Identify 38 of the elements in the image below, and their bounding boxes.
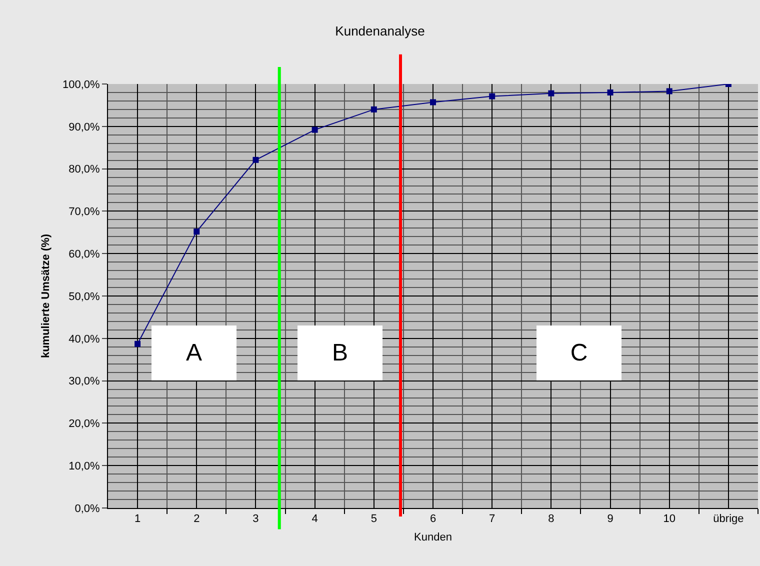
y-tick-label: 100,0%: [62, 78, 100, 91]
point: [666, 88, 672, 94]
point: [370, 106, 377, 112]
point: [194, 228, 200, 235]
x-tick-label: 8: [548, 513, 554, 526]
x-tick-label: 9: [607, 513, 614, 526]
y-tick-label: 30,0%: [68, 376, 100, 388]
y-axis-title: kumulierte Umsätze (%): [40, 234, 52, 358]
annotation: B: [332, 340, 348, 366]
x-tick-label: 7: [489, 513, 496, 526]
point: [489, 93, 496, 100]
y-tick-label: 20,0%: [68, 418, 100, 430]
y-tick-label: 0,0%: [74, 502, 100, 515]
point: [607, 89, 614, 96]
annotation: C: [570, 340, 588, 366]
y-tick-label: 90,0%: [68, 121, 100, 134]
x-axis-title: Kunden: [414, 531, 452, 544]
point: [312, 126, 318, 133]
y-tick-label: 70,0%: [68, 206, 100, 218]
x-tick-label: 2: [194, 513, 200, 526]
y-tick-label: 60,0%: [68, 248, 100, 260]
chart-title: Kundenanalyse: [335, 24, 425, 39]
x-tick-label: 1: [134, 513, 141, 526]
y-tick-label: 80,0%: [68, 164, 100, 176]
point: [548, 90, 554, 96]
x-tick-label: übrige: [713, 513, 744, 526]
x-tick-label: 10: [663, 513, 676, 526]
x-tick-label: 5: [370, 513, 377, 526]
y-tick-label: 40,0%: [68, 333, 100, 346]
annotation: A: [186, 340, 202, 366]
x-tick-label: 3: [252, 513, 259, 526]
x-tick-label: 4: [312, 513, 318, 526]
y-tick-label: 10,0%: [68, 460, 100, 472]
y-tick-label: 50,0%: [68, 290, 100, 303]
point: [252, 156, 259, 163]
point: [430, 99, 436, 106]
point: [134, 340, 141, 347]
x-tick-label: 6: [430, 513, 436, 526]
